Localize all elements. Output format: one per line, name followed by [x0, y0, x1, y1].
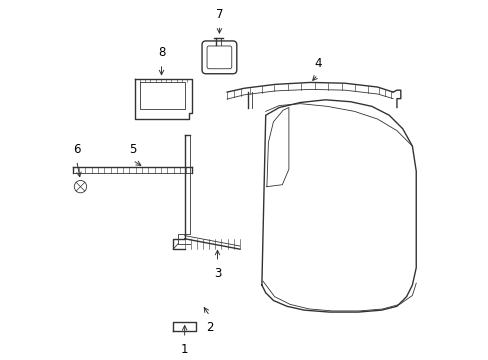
Text: 3: 3: [213, 266, 221, 279]
Text: 7: 7: [215, 8, 223, 21]
Text: 4: 4: [313, 57, 321, 70]
Text: 6: 6: [73, 143, 80, 156]
Text: 2: 2: [205, 320, 213, 334]
Text: 1: 1: [181, 343, 188, 356]
Text: 5: 5: [129, 143, 136, 156]
FancyBboxPatch shape: [206, 46, 231, 69]
FancyBboxPatch shape: [202, 41, 236, 74]
Text: 8: 8: [158, 46, 165, 59]
